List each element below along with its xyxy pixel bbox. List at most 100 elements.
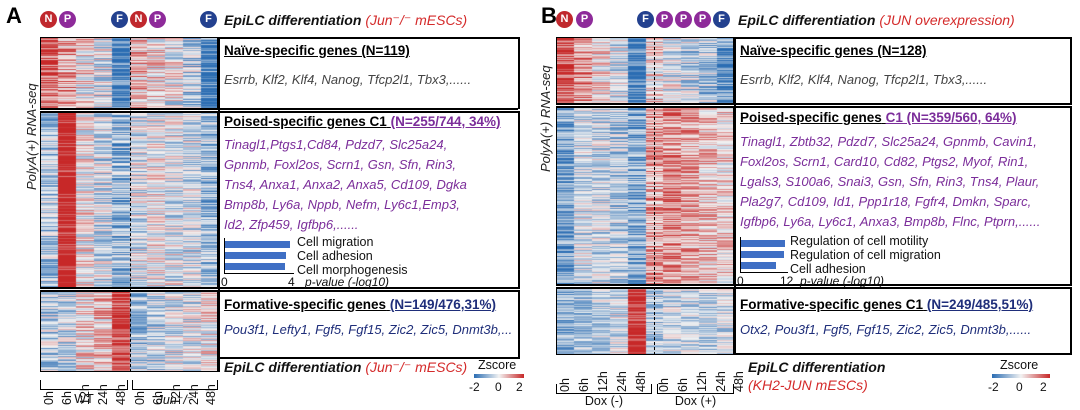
block-border	[218, 108, 518, 110]
block-border	[734, 37, 1070, 39]
formative-gene-list: Pou3f1, Lefty1, Fgf5, Fgf15, Zic2, Zic5,…	[224, 322, 513, 337]
naive-gene-list: Esrrb, Klf2, Klf4, Nanog, Tfcp2l1, Tbx3,…	[740, 72, 988, 87]
group-label: Dox (+)	[674, 394, 717, 408]
block-gap	[556, 103, 734, 106]
formative-title-text: Formative-specific genes C1	[740, 297, 924, 312]
badge-poised: P	[59, 11, 76, 28]
block-divider	[40, 290, 218, 292]
go-bar-chart-b	[740, 237, 788, 273]
header-subtitle: (JUN overexpression)	[879, 12, 1015, 28]
go-bar	[225, 263, 285, 270]
poised-gene-list: Tinagl1, Zbtb32, Pdzd7, Slc25a24, Gpnmb,…	[740, 134, 1041, 229]
go-axis-max: 12	[780, 274, 794, 288]
block-border	[1070, 37, 1072, 105]
zscore-tick: 0	[495, 380, 502, 394]
block-border	[734, 103, 1070, 105]
zscore-tick: 2	[516, 380, 523, 394]
formative-block-title: Formative-specific genes C1 (N=249/485,5…	[740, 297, 1033, 312]
poised-count: (N=255/744, 34%)	[390, 114, 501, 129]
badge-poised: P	[694, 11, 711, 28]
formative-count: (N=149/476,31%)	[389, 297, 497, 312]
go-term: Regulation of cell migration	[790, 248, 941, 262]
zscore-title: Zscore	[1000, 358, 1039, 372]
poised-title-text: Poised-specific genes	[740, 110, 882, 125]
block-divider	[556, 106, 734, 108]
block-border	[1070, 106, 1072, 286]
block-divider	[556, 284, 734, 286]
footer-subtitle: (KH2-JUN mESCs)	[748, 377, 868, 393]
poised-title-text: Poised-specific genes C1	[224, 114, 387, 129]
panel-a-letter: A	[6, 3, 22, 28]
side-label: PolyA(+) RNA-seq	[24, 83, 39, 190]
go-term: Cell adhesion	[790, 262, 866, 276]
badge-poised: P	[675, 11, 692, 28]
go-axis-min: 0	[737, 274, 744, 288]
go-term: Cell adhesion	[297, 249, 373, 263]
block-divider	[40, 287, 218, 289]
block-border	[218, 290, 518, 292]
go-bar	[741, 240, 785, 247]
badge-formative: F	[637, 11, 654, 28]
go-term: Regulation of cell motility	[790, 234, 929, 248]
naive-block-title: Naïve-specific genes (N=119)	[224, 43, 410, 58]
zscore-colorbar	[992, 374, 1050, 378]
block-border	[734, 106, 1070, 108]
poised-gene-list: Tinagl1,Ptgs1,Cd84, Pdzd7, Slc25a24, Gpn…	[224, 137, 467, 232]
heatmap-a	[40, 37, 218, 372]
panel-b-footer-title: EpiLC differentiation	[748, 359, 886, 375]
formative-count: (N=249/485,51%)	[926, 297, 1034, 312]
group-bracket	[40, 380, 128, 390]
block-divider	[40, 111, 218, 113]
zscore-tick: -2	[469, 380, 480, 394]
footer-subtitle: (Jun⁻/⁻ mESCs)	[365, 359, 468, 375]
header-title: EpiLC differentiation	[738, 12, 876, 28]
group-bracket	[556, 384, 652, 394]
heatmap-b-canvas	[557, 38, 733, 354]
footer-title: EpiLC differentiation	[224, 359, 362, 375]
group-label: WT	[74, 392, 94, 406]
go-bar-chart-a	[224, 238, 294, 274]
block-border	[734, 37, 736, 355]
block-border	[218, 287, 518, 289]
zscore-colorbar	[474, 374, 524, 378]
block-divider	[556, 287, 734, 289]
poised-block-title: Poised-specific genes C1 (N=359/560, 64%…	[740, 110, 1017, 125]
block-divider	[40, 108, 218, 110]
block-border	[218, 37, 518, 39]
go-term: Cell migration	[297, 235, 374, 249]
naive-block-title: Naïve-specific genes (N=128)	[740, 43, 927, 58]
header-title: EpiLC differentiation	[224, 12, 362, 28]
panel-a-header: EpiLC differentiation (Jun⁻/⁻ mESCs)	[224, 12, 467, 29]
go-term: Cell morphogenesis	[297, 263, 408, 277]
block-border	[218, 357, 518, 359]
go-bar	[741, 251, 784, 258]
header-subtitle: (Jun⁻/⁻ mESCs)	[365, 12, 468, 28]
block-border	[218, 37, 220, 372]
zscore-title: Zscore	[478, 358, 517, 372]
zscore-tick: 2	[1040, 380, 1047, 394]
zscore-tick: -2	[988, 380, 999, 394]
group-separator	[654, 37, 655, 355]
go-axis-title: p-value (-log10)	[305, 275, 390, 289]
badge-poised: P	[149, 11, 166, 28]
block-divider	[556, 103, 734, 105]
block-border	[518, 290, 520, 359]
block-border	[734, 353, 1070, 355]
group-label: Dox (-)	[584, 394, 624, 408]
formative-block-title: Formative-specific genes (N=149/476,31%)	[224, 297, 496, 312]
formative-title-text: Formative-specific genes	[224, 297, 387, 312]
block-gap	[40, 108, 218, 111]
block-border	[218, 111, 518, 113]
go-bar	[741, 262, 776, 269]
go-axis-min: 0	[221, 275, 228, 289]
block-border	[1070, 287, 1072, 355]
badge-formative: F	[713, 11, 730, 28]
badge-naive: N	[40, 11, 57, 28]
block-border	[734, 284, 1070, 286]
block-border	[518, 111, 520, 289]
block-border	[734, 287, 1070, 289]
heatmap-a-canvas	[41, 38, 217, 371]
go-axis-max: 4	[288, 275, 295, 289]
go-bar	[225, 252, 286, 259]
zscore-tick: 0	[1016, 380, 1023, 394]
